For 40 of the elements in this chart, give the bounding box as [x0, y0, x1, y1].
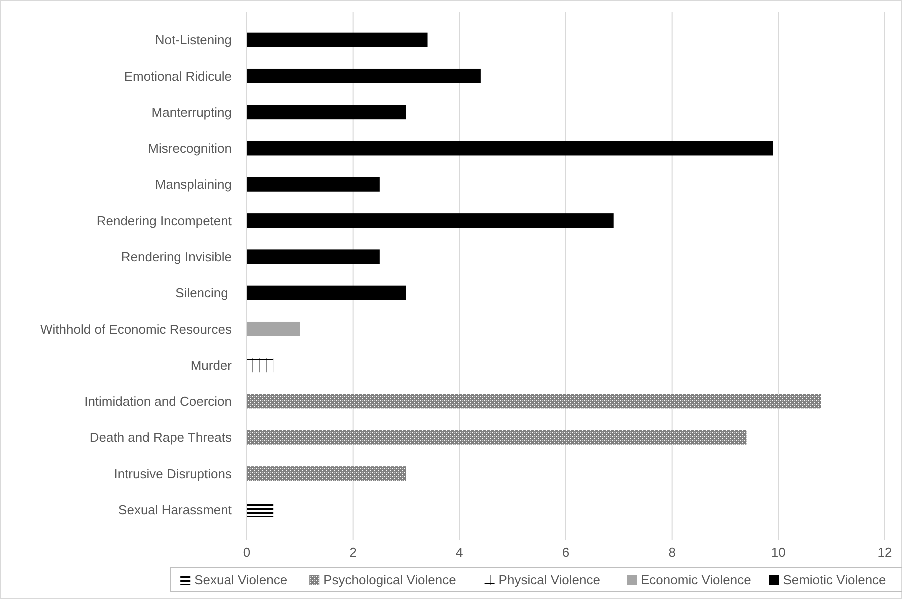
bar [247, 177, 380, 192]
bar [247, 394, 822, 409]
y-tick-label: Death and Rape Threats [90, 430, 232, 446]
bar [247, 141, 774, 156]
bar [247, 214, 614, 228]
x-tick-label: 10 [771, 545, 786, 560]
x-tick-label: 4 [456, 545, 464, 560]
bar [247, 502, 274, 518]
bar [247, 105, 406, 120]
y-tick-label: Mansplaining [155, 177, 232, 192]
y-tick-label: Rendering Incompetent [96, 213, 232, 228]
bar [247, 286, 406, 300]
y-tick-label: Murder [190, 358, 233, 373]
bar [247, 250, 380, 264]
y-tick-label: Sexual Harassment [118, 502, 232, 518]
x-tick-label: 0 [243, 545, 251, 560]
x-tick-label: 8 [668, 545, 676, 560]
bar [247, 430, 747, 445]
y-tick-label: Misrecognition [148, 141, 232, 156]
legend-label: Psychological Violence [324, 572, 456, 588]
legend-label: Economic Violence [641, 572, 752, 588]
y-tick-label: Silencing [176, 286, 232, 301]
bar [247, 68, 481, 84]
y-tick-label: Rendering Invisible [121, 249, 232, 264]
y-tick-label: Not-Listening [155, 32, 232, 48]
y-tick-label: Withhold of Economic Resources [40, 322, 232, 337]
y-tick-label: Intrusive Disruptions [114, 466, 232, 482]
bar [247, 466, 406, 482]
legend-label: Physical Violence [498, 572, 600, 588]
y-tick-label: Emotional Ridicule [124, 68, 232, 84]
legend-label: Sexual Violence [194, 572, 288, 588]
legend-label: Semiotic Violence [783, 572, 886, 588]
y-tick-label: Manterrupting [152, 104, 232, 120]
bar [247, 358, 274, 373]
x-tick-label: 2 [350, 545, 357, 560]
y-tick-label: Intimidation and Coercion [84, 394, 232, 410]
x-tick-label: 6 [562, 545, 570, 560]
x-tick-label: 12 [878, 545, 892, 560]
bar [247, 322, 300, 336]
bar [247, 32, 428, 48]
